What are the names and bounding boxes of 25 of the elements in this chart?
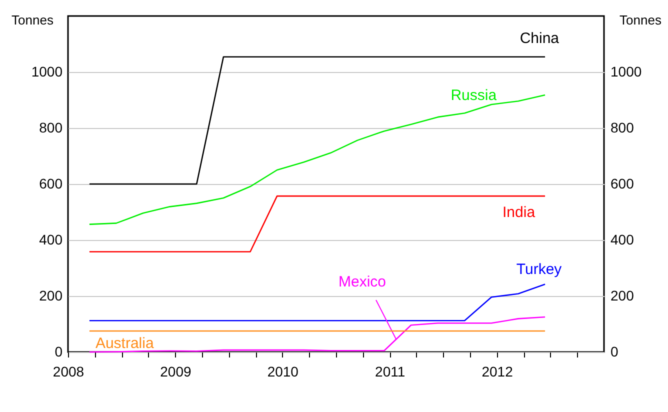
y2-tick-label: 600 [610,176,634,192]
series-label: Australia [95,335,154,352]
y-axis-title: Tonnes [12,12,54,28]
y-tick-label: 400 [39,232,63,248]
y2-tick-label: 1000 [610,64,642,80]
y2-tick-label: 0 [610,344,618,360]
series-label: Russia [450,87,498,104]
series-label: China [520,30,560,47]
y-tick-label: 0 [54,344,63,360]
y2-tick-label: 200 [610,288,634,304]
y-tick-label: 600 [39,176,63,192]
x-tick-label: 2010 [267,364,299,380]
y-tick-label: 800 [39,120,63,136]
y-tick-label: 200 [39,288,63,304]
x-tick-label: 2008 [52,364,84,380]
y2-tick-label: 400 [610,232,634,248]
x-tick-label: 2009 [160,364,192,380]
y2-axis-title: Tonnes [620,12,662,28]
y2-tick-label: 800 [610,120,634,136]
series-label: Turkey [516,261,562,278]
x-tick-label: 2011 [375,364,406,380]
y-tick-label: 1000 [31,64,63,80]
text: Mexico [338,274,386,291]
x-tick-label: 2012 [482,364,514,380]
series-label: India [502,204,536,222]
